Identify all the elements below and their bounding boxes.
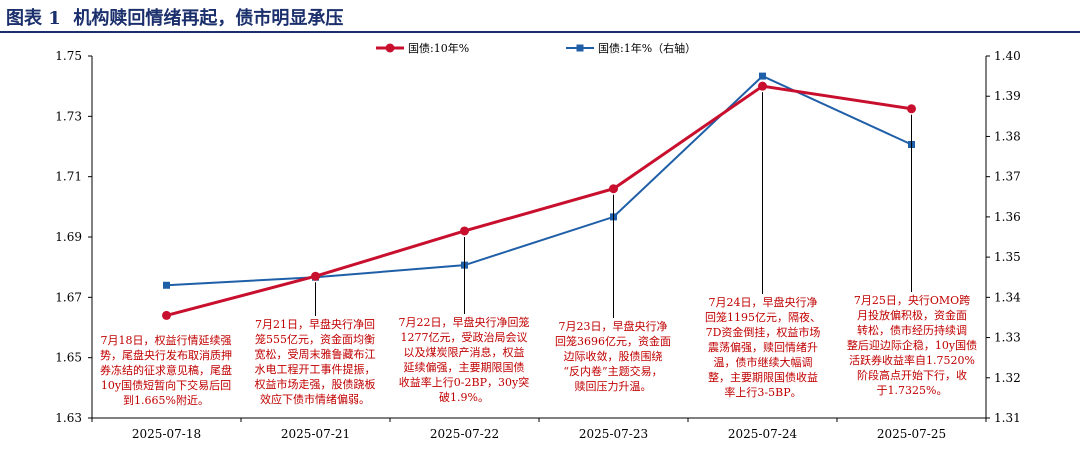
y-left-tick-label: 1.69 bbox=[55, 230, 82, 244]
annotation-line: 权益市场走强，股债跷板 bbox=[255, 377, 376, 391]
legend-label-10y: 国债:10年% bbox=[408, 41, 469, 55]
y-right-tick-label: 1.33 bbox=[994, 331, 1021, 345]
annotation-line: 7月24日，早盘央行净 bbox=[709, 295, 818, 309]
y-left-tick-label: 1.67 bbox=[55, 290, 82, 304]
y-right-tick-label: 1.38 bbox=[994, 129, 1021, 143]
y-right-tick-label: 1.39 bbox=[994, 89, 1021, 103]
annotation-line: 破1.9%。 bbox=[439, 390, 489, 404]
point-1y bbox=[163, 281, 170, 289]
point-10y bbox=[311, 271, 320, 281]
annotation-line: 7月25日，央行OMO跨 bbox=[854, 294, 970, 307]
annotation-line: 于1.7325%。 bbox=[877, 384, 948, 397]
x-tick-label: 2025-07-18 bbox=[132, 427, 201, 441]
y-right-tick-label: 1.31 bbox=[994, 411, 1021, 425]
x-tick-label: 2025-07-22 bbox=[430, 427, 499, 441]
y-right-tick-label: 1.32 bbox=[994, 371, 1021, 385]
y-right-tick-label: 1.36 bbox=[994, 210, 1021, 224]
legend-label-1y: 国债:1年%（右轴） bbox=[598, 41, 696, 55]
annotation-line: 1277亿元，受政治局会议 bbox=[401, 330, 528, 344]
y-left-tick-label: 1.63 bbox=[55, 411, 82, 425]
annotation-line: 7月18日，权益行情延续强 bbox=[101, 333, 232, 347]
figure-title: 图表 1 机构赎回情绪再起，债市明显承压 bbox=[6, 4, 343, 30]
annotation-line: 7D资金倒挂，权益市场 bbox=[706, 325, 821, 339]
x-tick-label: 2025-07-21 bbox=[281, 427, 350, 441]
annotation-line: 以及煤炭限产消息，权益 bbox=[404, 345, 525, 359]
annotation-line: 活跃券收益率自1.7520% bbox=[849, 353, 975, 367]
y-right-tick-label: 1.34 bbox=[994, 290, 1021, 304]
y-left-tick-label: 1.75 bbox=[55, 49, 82, 63]
annotation-line: 震荡偏强，赎回情绪升 bbox=[708, 340, 818, 354]
annotation-line: 延续偏强，主要期限国债 bbox=[404, 360, 525, 374]
annotation-line: 10y国债短暂向下交易后回 bbox=[101, 378, 231, 392]
annotation-line: 转松，债市经历持续调 bbox=[857, 323, 967, 337]
point-10y bbox=[162, 310, 171, 320]
annotation-line: 7月23日，早盘央行净 bbox=[559, 319, 668, 333]
point-10y bbox=[758, 81, 767, 91]
point-1y bbox=[759, 72, 766, 80]
annotation-line: 到1.665%附近。 bbox=[123, 393, 209, 407]
annotation-line: 月投放偏积极，资金面 bbox=[857, 308, 967, 322]
annotation-line: 收益率上行0-2BP，30y突 bbox=[399, 375, 529, 389]
point-10y bbox=[907, 104, 916, 114]
title-rule bbox=[0, 31, 1080, 33]
annotation-line: 回笼3696亿元，资金面 bbox=[555, 334, 671, 348]
figure-title-text: 机构赎回情绪再起，债市明显承压 bbox=[73, 8, 344, 29]
annotation-line: 温，债市继续大幅调 bbox=[714, 355, 813, 369]
annotation-line: “反内卷”主题交易， bbox=[563, 364, 662, 378]
annotation-line: 阶段高点开始下行，收 bbox=[857, 368, 967, 382]
annotation-line: 赎回压力升温。 bbox=[575, 379, 652, 393]
y-right-tick-label: 1.40 bbox=[994, 49, 1021, 63]
point-10y bbox=[460, 226, 469, 236]
y-left-tick-label: 1.71 bbox=[55, 170, 82, 184]
series-line-10y bbox=[166, 84, 912, 317]
annotation-line: 宽松，受周末雅鲁藏布江 bbox=[255, 347, 376, 361]
legend-marker-1y bbox=[576, 44, 584, 52]
y-left-tick-label: 1.65 bbox=[55, 351, 82, 365]
y-right-tick-label: 1.35 bbox=[994, 250, 1021, 264]
series-line-1y bbox=[166, 74, 912, 287]
annotation-line: 7月22日，早盘央行净回笼 bbox=[399, 315, 530, 329]
x-tick-label: 2025-07-23 bbox=[579, 427, 648, 441]
annotation-line: 效应下债市情绪偏弱。 bbox=[260, 392, 370, 406]
annotation-line: 边际收敛，股债围绕 bbox=[564, 349, 663, 363]
figure-label: 图表 1 bbox=[6, 8, 61, 29]
annotation-line: 7月21日，早盘央行净回 bbox=[255, 317, 375, 331]
y-left-tick-label: 1.73 bbox=[55, 109, 82, 123]
annotation-line: 整，主要期限国债收益 bbox=[708, 370, 818, 384]
y-right-tick-label: 1.37 bbox=[994, 170, 1021, 184]
point-10y bbox=[609, 184, 618, 194]
annotation-line: 回笼1195亿元，隔夜、 bbox=[705, 310, 821, 324]
annotation-line: 整后迎边际企稳，10y国债 bbox=[847, 338, 977, 352]
annotation-line: 券冻结的征求意见稿，尾盘 bbox=[100, 363, 232, 377]
legend-marker-10y bbox=[385, 43, 395, 53]
annotation-line: 水电工程开工事件提振， bbox=[255, 362, 376, 376]
annotation-line: 势，尾盘央行发布取消质押 bbox=[100, 348, 232, 362]
x-tick-label: 2025-07-25 bbox=[877, 427, 946, 441]
annotation-line: 笼555亿元，资金面均衡 bbox=[255, 332, 375, 346]
x-tick-label: 2025-07-24 bbox=[728, 427, 798, 441]
annotation-line: 率上行3-5BP。 bbox=[724, 385, 801, 399]
